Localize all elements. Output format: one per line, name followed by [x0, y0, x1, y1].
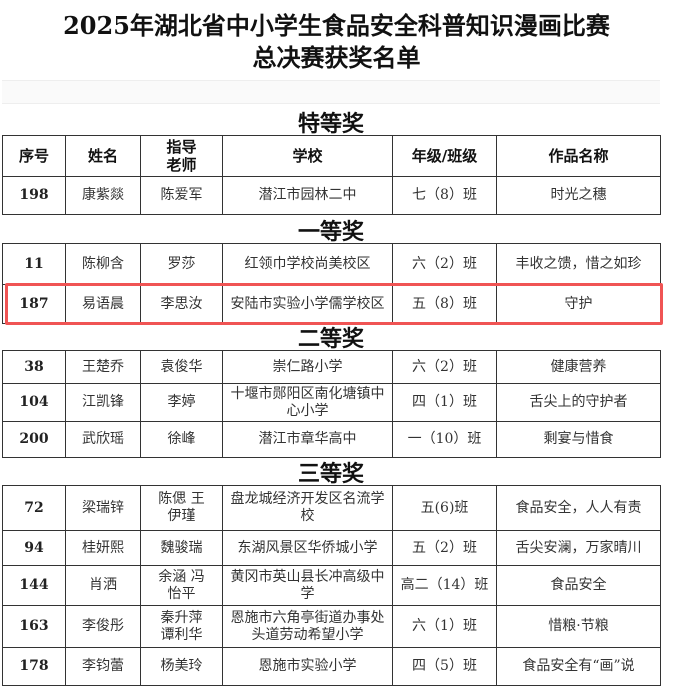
work-title-cell: 食品安全，人人有责: [496, 485, 661, 531]
work-title-cell: 丰收之馈，惜之如珍: [496, 243, 661, 285]
teacher-name-cell: 袁俊华: [140, 350, 223, 384]
work-title-cell: 舌尖上的守护者: [496, 383, 661, 422]
table-row: 187 易语晨 李思汝 安陆市实验小学儒学校区 五（8）班 守护: [2, 284, 661, 324]
teacher-name-cell: 秦升萍 谭利华: [140, 605, 223, 648]
column-header: 年级/班级: [392, 135, 497, 177]
teacher-name-cell: 杨美玲: [140, 647, 223, 686]
grade-class-cell: 五（2）班: [392, 530, 497, 566]
table-row: 11 陈柳含 罗莎 红领巾学校尚美校区 六（2）班 丰收之馈，惜之如珍: [2, 243, 661, 285]
table-row: 144 肖洒 余涵 冯怡平 黄冈市英山县长冲高级中学 高二（14）班 食品安全: [2, 565, 661, 606]
column-header: 姓名: [65, 135, 141, 177]
grade-class-cell: 一（10）班: [392, 421, 497, 458]
grade-class-cell: 四（5）班: [392, 647, 497, 686]
grade-class-cell: 四（1）班: [392, 383, 497, 422]
student-name-cell: 康紫燚: [65, 176, 141, 215]
teacher-name-cell: 李婷: [140, 383, 223, 422]
work-title-cell: 食品安全有“画”说: [496, 647, 661, 686]
teacher-name-cell: 余涵 冯怡平: [140, 565, 223, 606]
teacher-name-cell: 李思汝: [140, 284, 223, 324]
header-row: 序号 姓名 指导老师 学校 年级/班级 作品名称: [2, 135, 661, 177]
table-row: 72 梁瑞锌 陈偲 王伊瑾 盘龙城经济开发区名流学校 五(6)班 食品安全，人人有责: [2, 485, 661, 531]
work-title-cell: 食品安全: [496, 565, 661, 606]
student-name-cell: 桂妍熙: [65, 530, 141, 566]
table-row: 198 康紫燚 陈爱军 潜江市园林二中 七（8）班 时光之穗: [2, 176, 661, 215]
column-header: 序号: [2, 135, 66, 177]
school-cell: 东湖风景区华侨城小学: [222, 530, 393, 566]
grade-class-cell: 七（8）班: [392, 176, 497, 215]
school-cell: 恩施市实验小学: [222, 647, 393, 686]
work-title-cell: 时光之穗: [496, 176, 661, 215]
section-heading: 二等奖: [297, 326, 364, 352]
award-table: 11 陈柳含 罗莎 红领巾学校尚美校区 六（2）班 丰收之馈，惜之如珍 187 易语晨 李思汝安…: [2, 243, 661, 324]
column-header: 作品名称: [496, 135, 661, 177]
award-table: 72 梁瑞锌 陈偲 王伊瑾 盘龙城经济开发区名流学校 五(6)班 食品安全，人人有责 94 桂…: [2, 485, 661, 686]
section-heading: 特等奖: [297, 111, 364, 137]
student-name-cell: 梁瑞锌: [65, 485, 141, 531]
column-header: 指导老师: [140, 135, 223, 177]
grade-class-cell: 高二（14）班: [392, 565, 497, 606]
school-cell: 恩施市六角亭街道办事处头道劳动希望小学: [222, 605, 393, 648]
serial-number-cell: 38: [2, 350, 66, 384]
serial-number-cell: 200: [2, 421, 66, 458]
table-row: 200 武欣瑶 徐峰 潜江市章华高中 一（10）班 剩宴与惜食: [2, 421, 661, 458]
school-cell: 十堰市郧阳区南化塘镇中心小学: [222, 383, 393, 422]
grade-class-cell: 六（2）班: [392, 243, 497, 285]
column-header: 学校: [222, 135, 393, 177]
serial-number-cell: 144: [2, 565, 66, 606]
serial-number-cell: 163: [2, 605, 66, 648]
table-row: 178 李钧蕾 杨美玲 恩施市实验小学 四（5）班 食品安全有“画”说: [2, 647, 661, 686]
school-cell: 潜江市章华高中: [222, 421, 393, 458]
school-cell: 黄冈市英山县长冲高级中学: [222, 565, 393, 606]
teacher-name-cell: 徐峰: [140, 421, 223, 458]
school-cell: 潜江市园林二中: [222, 176, 393, 215]
section-heading: 三等奖: [297, 461, 364, 487]
serial-number-cell: 11: [2, 243, 66, 285]
spacer-row: [2, 80, 660, 104]
teacher-name-cell: 陈偲 王伊瑾: [140, 485, 223, 531]
student-name-cell: 李俊彤: [65, 605, 141, 648]
grade-class-cell: 六（2）班: [392, 350, 497, 384]
highlight-box: [5, 283, 663, 325]
school-cell: 红领巾学校尚美校区: [222, 243, 393, 285]
school-cell: 崇仁路小学: [222, 350, 393, 384]
table-row: 104 江凯锋 李婷 十堰市郧阳区南化塘镇中心小学 四（1）班 舌尖上的守护者: [2, 383, 661, 422]
table-row: 94 桂妍熙 魏骏瑞 东湖风景区华侨城小学 五（2）班 舌尖安澜，万家晴川: [2, 530, 661, 566]
section-heading: 一等奖: [297, 219, 364, 245]
document-subtitle: 总决赛获奖名单: [252, 43, 421, 72]
award-table: 序号 姓名 指导老师 学校 年级/班级 作品名称 198 康紫燚 陈爱军 潜江市园林二中 七（8）班…: [2, 135, 661, 215]
student-name-cell: 肖洒: [65, 565, 141, 606]
table-row: 38 王楚乔 袁俊华 崇仁路小学 六（2）班 健康营养: [2, 350, 661, 384]
work-title-cell: 剩宴与惜食: [496, 421, 661, 458]
serial-number-cell: 94: [2, 530, 66, 566]
work-title-cell: 健康营养: [496, 350, 661, 384]
student-name-cell: 李钧蕾: [65, 647, 141, 686]
teacher-name-cell: 陈爱军: [140, 176, 223, 215]
school-cell: 盘龙城经济开发区名流学校: [222, 485, 393, 531]
work-title-cell: 舌尖安澜，万家晴川: [496, 530, 661, 566]
serial-number-cell: 198: [2, 176, 66, 215]
work-title-cell: 惜粮·节粮: [496, 605, 661, 648]
student-name-cell: 王楚乔: [65, 350, 141, 384]
table-row: 163 李俊彤 秦升萍 谭利华 恩施市六角亭街道办事处头道劳动希望小学 六（1）班 惜粮·…: [2, 605, 661, 648]
serial-number-cell: 104: [2, 383, 66, 422]
document-title: 2025年湖北省中小学生食品安全科普知识漫画比赛: [63, 11, 610, 40]
teacher-name-cell: 罗莎: [140, 243, 223, 285]
grade-class-cell: 五(6)班: [392, 485, 497, 531]
student-name-cell: 江凯锋: [65, 383, 141, 422]
serial-number-cell: 178: [2, 647, 66, 686]
award-table: 38 王楚乔 袁俊华 崇仁路小学 六（2）班 健康营养 104 江凯锋 李婷 十堰市郧阳区南化塘镇…: [2, 350, 661, 458]
student-name-cell: 武欣瑶: [65, 421, 141, 458]
teacher-name-cell: 魏骏瑞: [140, 530, 223, 566]
grade-class-cell: 六（1）班: [392, 605, 497, 648]
student-name-cell: 陈柳含: [65, 243, 141, 285]
serial-number-cell: 72: [2, 485, 66, 531]
